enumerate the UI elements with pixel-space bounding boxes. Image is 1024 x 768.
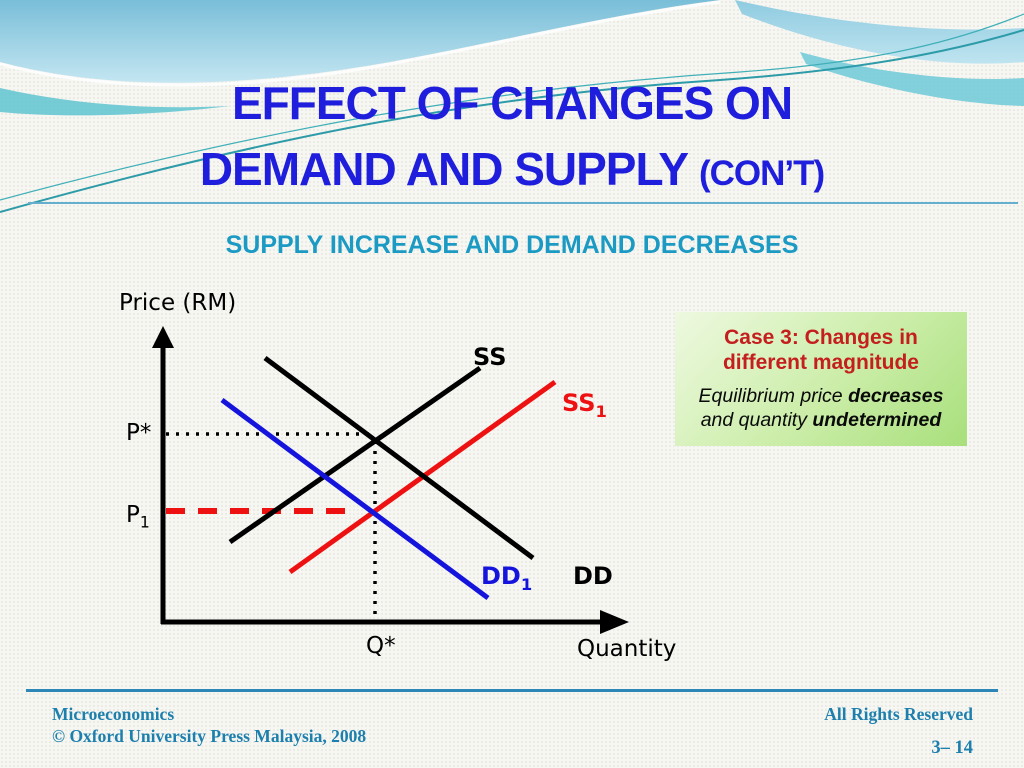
ss1-curve-label: SS1 xyxy=(562,389,607,421)
q-star-label: Q* xyxy=(366,633,396,659)
slide-title-line1: EFFECT OF CHANGES ON xyxy=(231,77,793,129)
wave-white-edge-line xyxy=(0,0,721,87)
p1-label: P1 xyxy=(126,502,150,532)
x-axis-label: Quantity xyxy=(577,636,677,662)
wave-left-turquoise-shape xyxy=(0,88,230,116)
title-divider-line xyxy=(28,202,1018,204)
slide-title-suffix: (CON’T) xyxy=(698,154,825,193)
wave-accent-line-1 xyxy=(0,29,1024,213)
wave-accent-line-2 xyxy=(0,13,1024,201)
case-box-body: Equilibrium price decreases and quantity… xyxy=(675,384,967,432)
price-axis-arrowhead xyxy=(152,326,174,348)
footer-left: Microeconomics © Oxford University Press… xyxy=(52,703,366,747)
wave-left-blue-shape xyxy=(0,0,720,83)
footer-divider-line xyxy=(26,689,998,692)
y-axis-label: Price (RM) xyxy=(119,290,237,316)
case-box-body-line2: and quantity undetermined xyxy=(700,409,942,431)
slide-title: EFFECT OF CHANGES ON DEMAND AND SUPPLY (… xyxy=(0,70,1024,207)
dd1-curve-label: DD1 xyxy=(481,562,533,594)
slide-subtitle: SUPPLY INCREASE AND DEMAND DECREASES xyxy=(225,231,799,259)
ss-curve-label: SS xyxy=(473,343,507,371)
DD1-curve xyxy=(220,397,490,601)
SS-curve xyxy=(228,365,482,545)
quantity-axis-arrowhead xyxy=(600,610,629,634)
footer-copyright: © Oxford University Press Malaysia, 2008 xyxy=(52,726,367,746)
footer-rights: All Rights Reserved xyxy=(824,704,973,724)
footer-page-number: 3– 14 xyxy=(931,738,973,758)
DD-curve xyxy=(263,355,535,561)
slide-title-line2: DEMAND AND SUPPLY (CON’T) xyxy=(199,143,825,195)
footer-course-name: Microeconomics xyxy=(52,704,175,724)
p-star-label: P* xyxy=(126,420,152,446)
case-box-body-line1: Equilibrium price decreases xyxy=(698,385,944,407)
case-annotation-box: Case 3: Changes in different magnitude E… xyxy=(675,312,967,446)
case-box-title: Case 3: Changes in different magnitude xyxy=(722,326,919,374)
dd-curve-label: DD xyxy=(573,562,613,590)
wave-banner-graphic xyxy=(0,0,1024,213)
